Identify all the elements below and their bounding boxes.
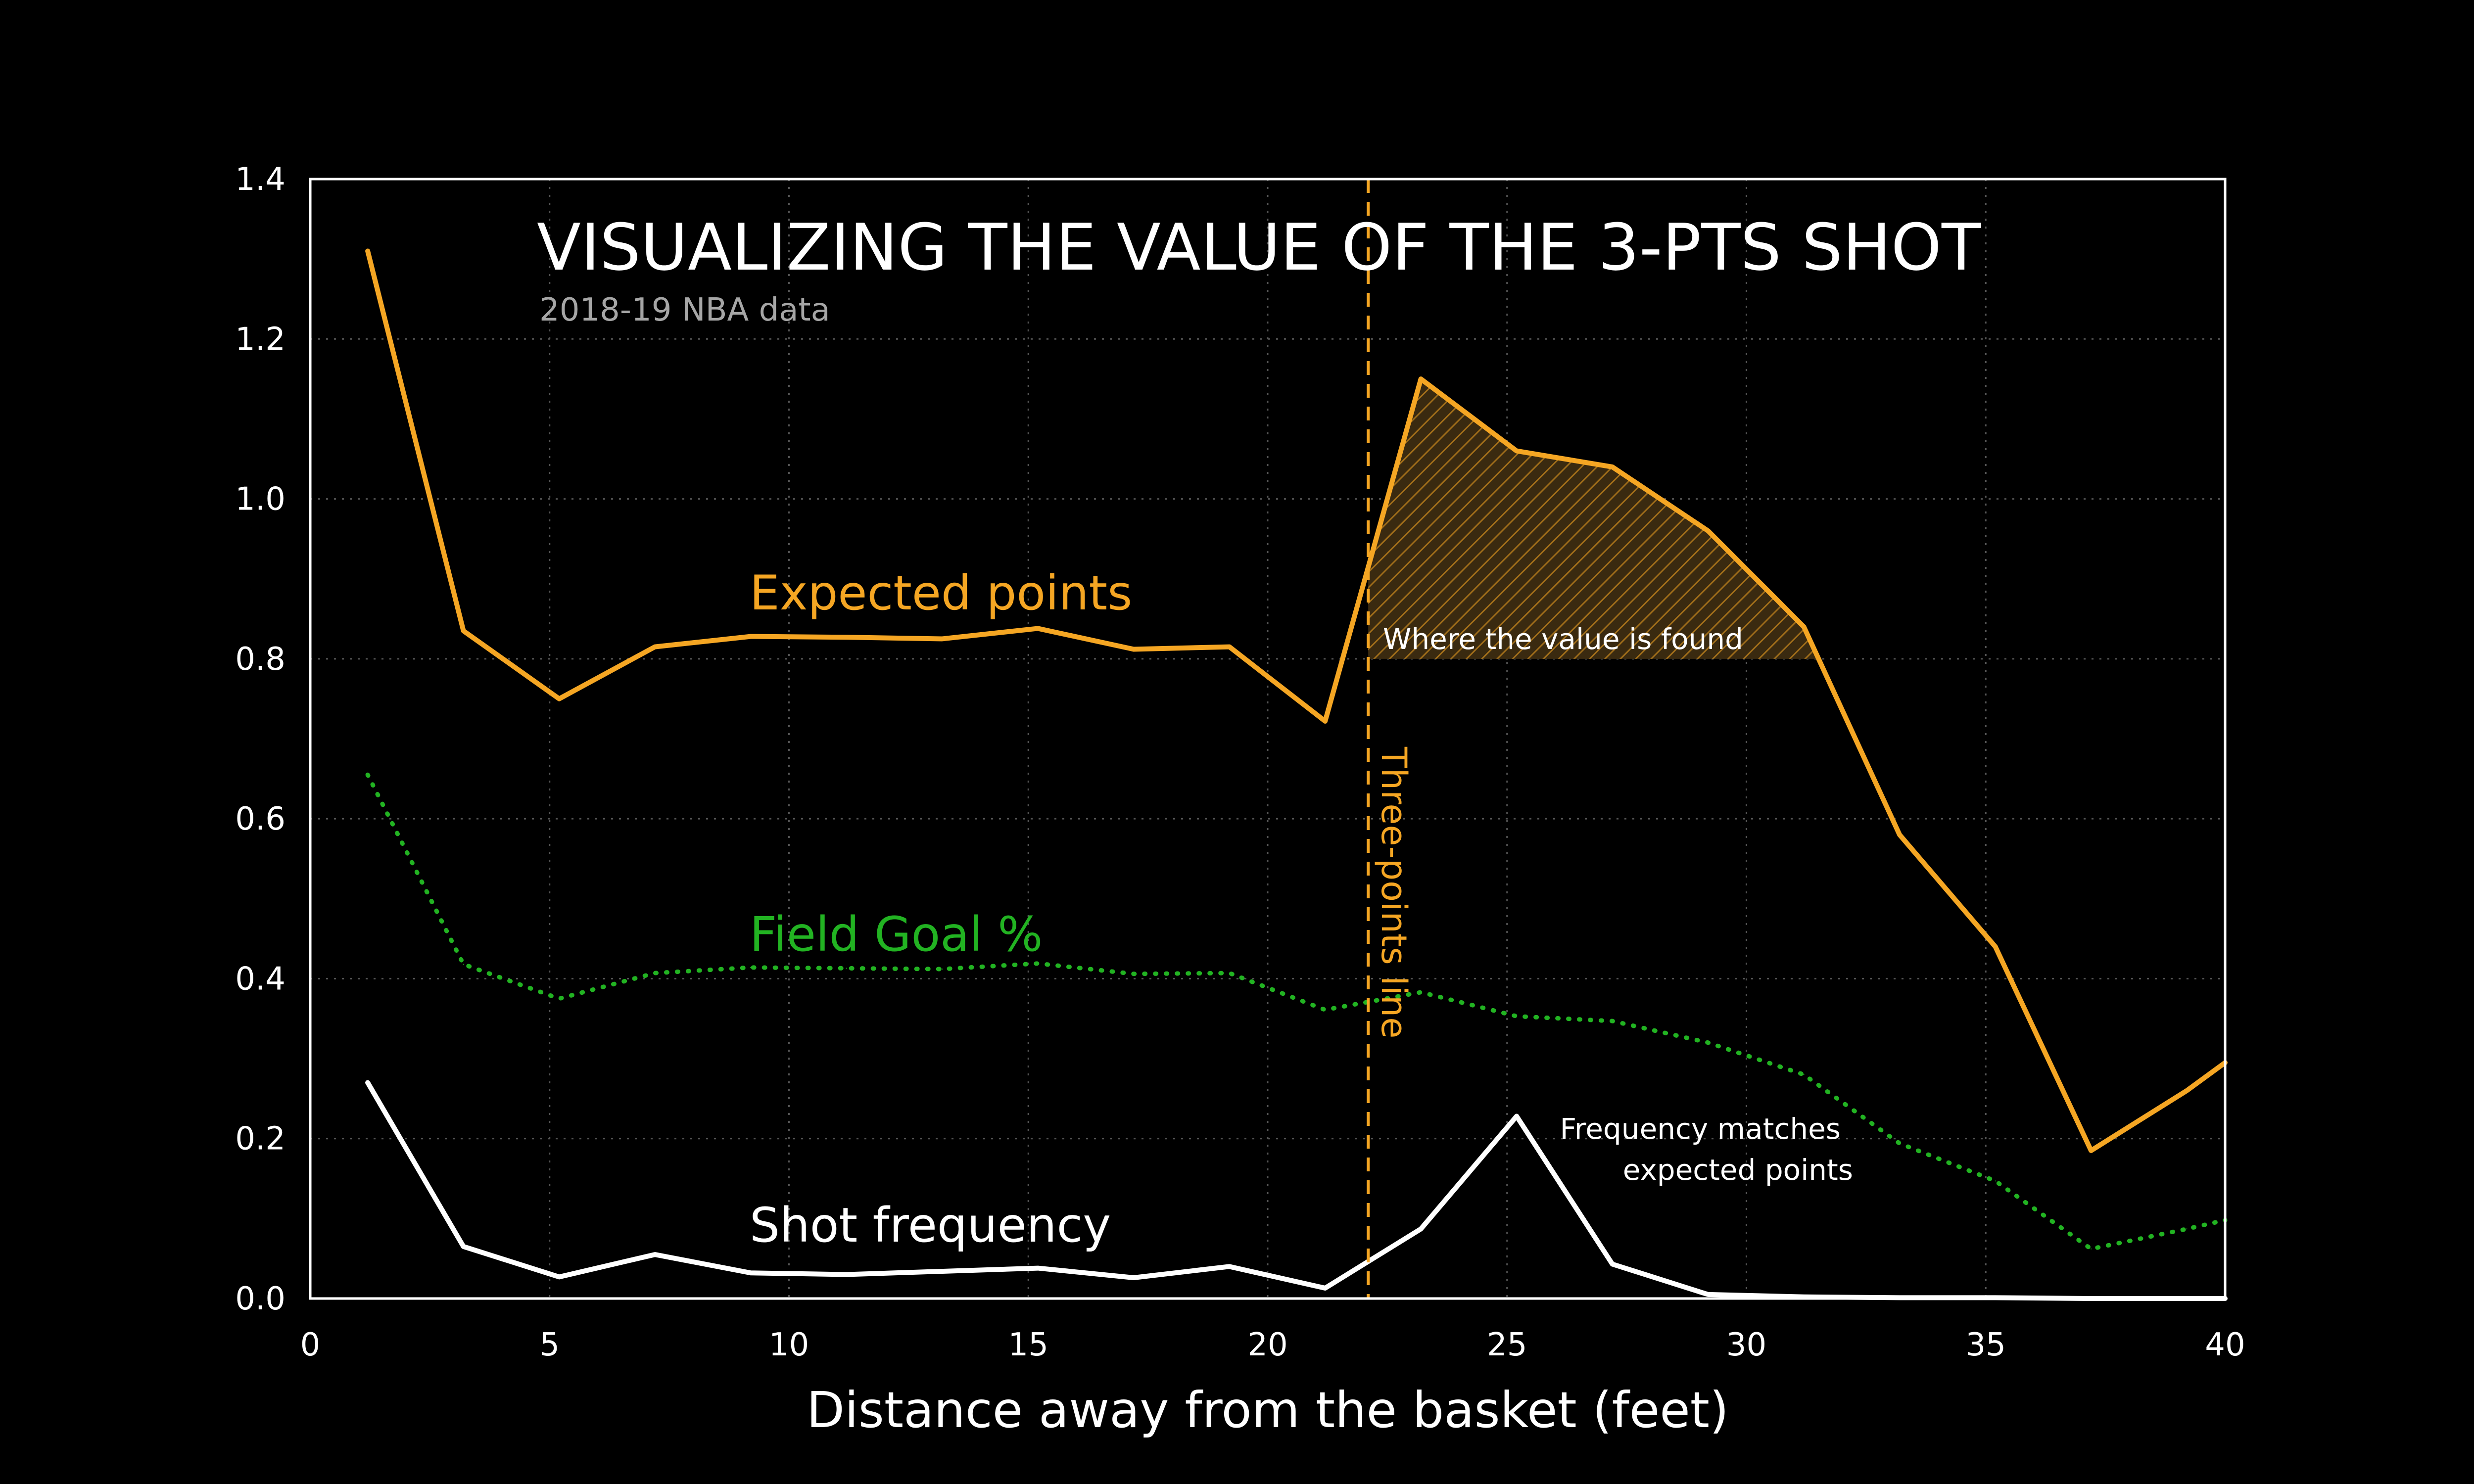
data-point — [1612, 1263, 1613, 1265]
data-point — [942, 969, 943, 970]
data-point — [1803, 1074, 1805, 1075]
x-tick-label: 40 — [2205, 1327, 2245, 1363]
frequency-annotation-line2: expected points — [1623, 1153, 1853, 1187]
data-point — [1229, 1266, 1230, 1267]
data-point — [2186, 1228, 2188, 1230]
series-line-1 — [365, 772, 2228, 1252]
data-point — [2091, 1248, 2092, 1250]
data-point — [559, 698, 560, 699]
chart-subtitle: 2018-19 NBA data — [539, 292, 830, 328]
data-point — [1899, 1143, 1901, 1144]
data-point — [559, 1276, 560, 1278]
data-point — [1803, 626, 1805, 628]
data-point — [1133, 1277, 1135, 1278]
y-tick-label: 0.8 — [235, 641, 285, 678]
data-point — [846, 637, 847, 638]
value-region-label: Where the value is found — [1383, 622, 1743, 656]
x-tick-label: 5 — [539, 1327, 560, 1363]
series-lines — [365, 248, 2228, 1301]
chart-title: VISUALIZING THE VALUE OF THE 3-PTS SHOT — [537, 210, 1981, 285]
data-point — [1420, 1228, 1422, 1230]
data-point — [1229, 973, 1230, 974]
data-point — [1708, 530, 1709, 532]
data-point — [1995, 1180, 1996, 1182]
data-point — [750, 1272, 752, 1274]
data-point — [846, 1274, 847, 1275]
y-tick-label: 1.0 — [235, 481, 285, 518]
data-point — [1612, 1020, 1613, 1022]
data-point — [367, 1082, 369, 1083]
data-point — [942, 1271, 943, 1272]
field-goal-label: Field Goal % — [750, 907, 1043, 962]
data-point — [1516, 1115, 1518, 1117]
data-point — [463, 630, 464, 632]
y-tick-label: 0.2 — [235, 1121, 285, 1158]
data-point — [654, 973, 656, 974]
data-point — [1803, 1296, 1805, 1298]
labels: Three-points line VISUALIZING THE VALUE O… — [537, 210, 1981, 1439]
y-tick-label: 1.2 — [235, 321, 285, 358]
frequency-annotation-line1: Frequency matches — [1560, 1112, 1841, 1146]
data-point — [1708, 1294, 1709, 1295]
data-point — [1612, 466, 1613, 467]
series-line-2 — [365, 1080, 2228, 1301]
data-point — [942, 638, 943, 640]
x-tick-label: 20 — [1247, 1327, 1287, 1363]
data-point — [1325, 1009, 1326, 1011]
data-point — [750, 636, 752, 637]
data-point — [1037, 1267, 1039, 1269]
data-point — [846, 968, 847, 969]
data-point — [1516, 1016, 1518, 1017]
data-point — [2186, 1090, 2188, 1091]
data-point — [1420, 378, 1422, 380]
data-point — [367, 774, 369, 776]
axes: 0 5 10 15 20 25 30 35 40 0.0 0.2 0.4 0.6 0.8 1.0 1.2 1.4 — [235, 161, 2245, 1363]
x-tick-label: 15 — [1008, 1327, 1048, 1363]
data-point — [1708, 1042, 1709, 1043]
y-tick-label: 1.4 — [235, 161, 285, 198]
data-point — [654, 1254, 656, 1255]
x-tick-label: 0 — [300, 1327, 321, 1363]
data-point — [1325, 1287, 1326, 1289]
data-point — [2091, 1150, 2092, 1151]
data-point — [1325, 720, 1326, 722]
data-point — [1037, 963, 1039, 964]
shot-frequency-label: Shot frequency — [750, 1198, 1111, 1253]
x-tick-label: 30 — [1726, 1327, 1766, 1363]
x-tick-label: 10 — [769, 1327, 809, 1363]
series-line-0 — [365, 248, 2228, 1153]
value-region-hatch — [1368, 379, 1819, 659]
data-point — [654, 646, 656, 648]
expected-points-label: Expected points — [750, 565, 1132, 621]
data-point — [750, 967, 752, 968]
x-axis-label: Distance away from the basket (feet) — [807, 1381, 1729, 1439]
x-tick-label: 35 — [1966, 1327, 2006, 1363]
data-point — [463, 1246, 464, 1247]
y-tick-label: 0.6 — [235, 801, 285, 837]
y-tick-label: 0.4 — [235, 961, 285, 997]
data-point — [1420, 991, 1422, 993]
data-point — [1229, 646, 1230, 648]
data-point — [1516, 450, 1518, 452]
data-point — [463, 964, 464, 965]
x-tick-label: 25 — [1487, 1327, 1527, 1363]
y-tick-label: 0.0 — [235, 1281, 285, 1317]
data-point — [367, 250, 369, 252]
value-region — [1368, 379, 1819, 659]
three-point-line-label: Three-points line — [1374, 746, 1414, 1038]
data-point — [1995, 946, 1996, 947]
grid — [310, 179, 2225, 1298]
data-point — [1037, 628, 1039, 629]
data-point — [1899, 834, 1901, 835]
data-point — [559, 998, 560, 999]
plot-frame — [309, 178, 2227, 1300]
